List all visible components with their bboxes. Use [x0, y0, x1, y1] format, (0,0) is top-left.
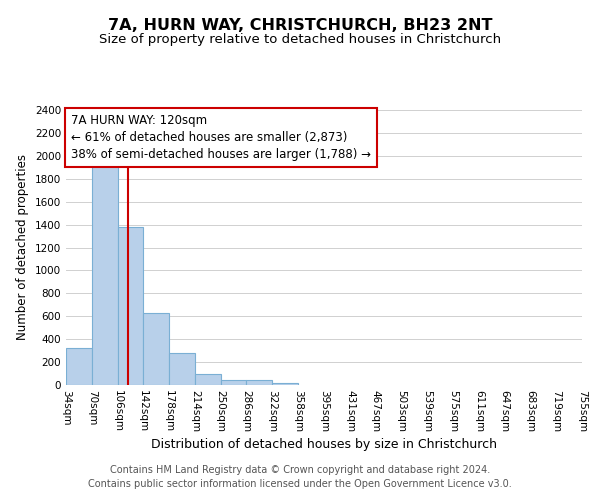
Text: Contains HM Land Registry data © Crown copyright and database right 2024.
Contai: Contains HM Land Registry data © Crown c…	[88, 465, 512, 489]
Bar	[92, 162, 118, 385]
Bar	[118, 227, 143, 385]
Y-axis label: Number of detached properties: Number of detached properties	[16, 154, 29, 340]
Bar	[66, 348, 92, 385]
Text: 7A, HURN WAY, CHRISTCHURCH, BH23 2NT: 7A, HURN WAY, CHRISTCHURCH, BH23 2NT	[108, 18, 492, 32]
Bar	[195, 374, 221, 385]
Bar	[247, 380, 272, 385]
Text: Size of property relative to detached houses in Christchurch: Size of property relative to detached ho…	[99, 32, 501, 46]
Bar	[221, 380, 247, 385]
Bar	[169, 354, 195, 385]
X-axis label: Distribution of detached houses by size in Christchurch: Distribution of detached houses by size …	[151, 438, 497, 450]
Bar	[143, 313, 169, 385]
Text: 7A HURN WAY: 120sqm
← 61% of detached houses are smaller (2,873)
38% of semi-det: 7A HURN WAY: 120sqm ← 61% of detached ho…	[71, 114, 371, 161]
Bar	[272, 382, 298, 385]
